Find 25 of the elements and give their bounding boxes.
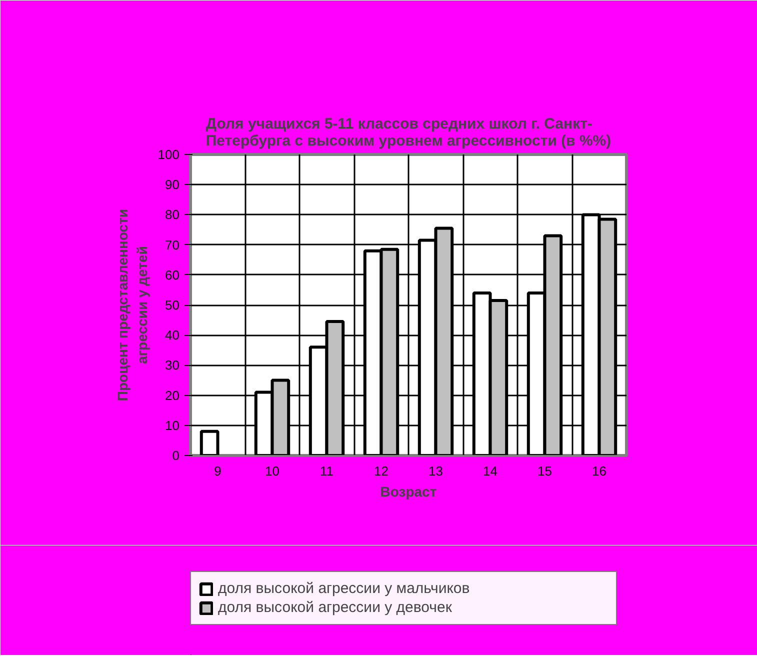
y-tick-label: 10 [165, 418, 180, 433]
bar [200, 430, 220, 456]
x-tick-label: 15 [538, 464, 552, 478]
y-tick-label: 0 [172, 448, 180, 463]
x-tick-label: 10 [265, 464, 280, 478]
x-tick-label: 14 [483, 464, 498, 478]
y-tick-label: 80 [165, 207, 180, 222]
y-tick-label: 50 [165, 298, 180, 312]
x-tick-label: 9 [214, 464, 222, 478]
y-axis-title: Процент представленности агрессии у детей [114, 208, 150, 402]
x-tick-label: 16 [592, 464, 606, 478]
legend-label: доля высокой агрессии у мальчиков [218, 580, 471, 597]
chart-title: Доля учащихся 5-11 классов средних школ г. Санкт-Петербурга с высоким уровнем агрессивности (в %%) [206, 116, 612, 150]
x-tick-label: 13 [428, 464, 443, 478]
y-tick-label: 20 [165, 388, 180, 403]
y-tick-label: 90 [165, 177, 180, 192]
y-tick-label: 100 [158, 147, 180, 162]
y-tick-label: 40 [165, 328, 180, 343]
y-tick-label: 30 [165, 358, 180, 373]
x-tick-label: 11 [320, 464, 334, 478]
y-tick-label: 60 [165, 267, 180, 282]
x-axis-title: Возраст [380, 484, 437, 500]
legend-label: доля высокой агрессии у девочек [218, 599, 453, 616]
y-tick-label: 70 [165, 237, 180, 252]
x-tick-label: 12 [374, 464, 388, 478]
